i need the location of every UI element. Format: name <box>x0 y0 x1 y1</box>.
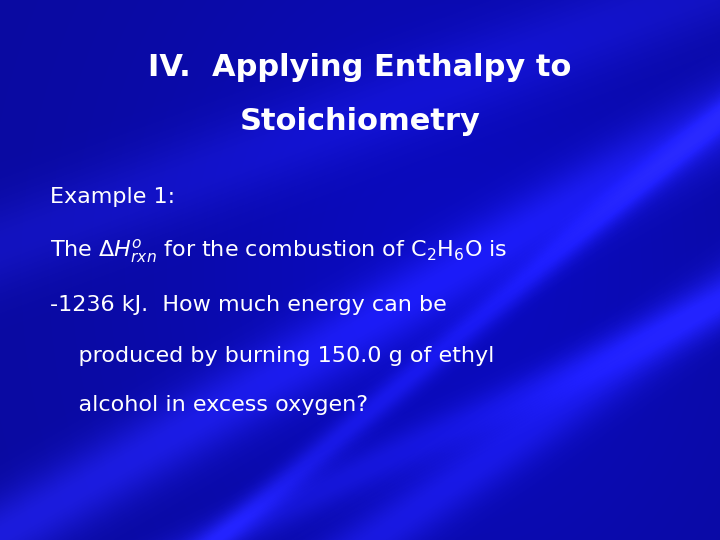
Text: The $\Delta H^o_{rxn}$ for the combustion of C$_2$H$_6$O is: The $\Delta H^o_{rxn}$ for the combustio… <box>50 237 508 265</box>
Text: IV.  Applying Enthalpy to: IV. Applying Enthalpy to <box>148 53 572 82</box>
Text: Example 1:: Example 1: <box>50 187 176 207</box>
Text: alcohol in excess oxygen?: alcohol in excess oxygen? <box>50 395 369 415</box>
Text: produced by burning 150.0 g of ethyl: produced by burning 150.0 g of ethyl <box>50 346 495 367</box>
Text: -1236 kJ.  How much energy can be: -1236 kJ. How much energy can be <box>50 295 447 315</box>
Text: Stoichiometry: Stoichiometry <box>240 107 480 136</box>
